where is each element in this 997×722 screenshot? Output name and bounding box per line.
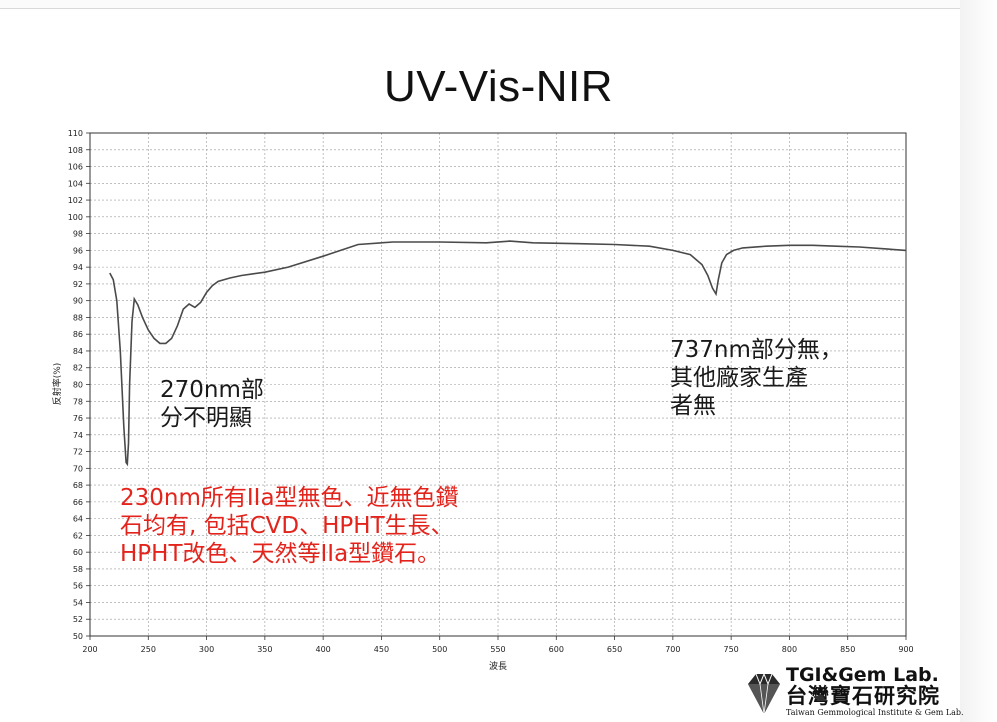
annotation-737nm: 737nm部分無， 其他廠家生產 者無: [670, 336, 843, 420]
x-tick-label: 850: [840, 645, 855, 654]
slide-right-edge: [960, 0, 997, 722]
slide-top-edge: [0, 0, 960, 9]
y-tick-label: 54: [73, 598, 83, 607]
y-tick-label: 74: [73, 431, 83, 440]
grid-lines: [90, 133, 906, 636]
x-tick-label: 550: [490, 645, 505, 654]
y-tick-label: 98: [73, 230, 83, 239]
logo-text: TGI&Gem Lab. 台灣寶石研究院 Taiwan Gemmological…: [786, 666, 964, 717]
y-tick-label: 80: [73, 381, 83, 390]
y-axis-ticks: 50 52 54 56 58 60 62 64 66 68 70 72 74 76 78 80 82 84 86 88…: [68, 129, 90, 641]
y-tick-label: 92: [73, 280, 83, 289]
x-tick-label: 400: [316, 645, 331, 654]
logo-line-1: TGI&Gem Lab.: [786, 664, 939, 686]
slide-title: UV-Vis-NIR: [383, 62, 614, 111]
annotation-270nm-line: 270nm部: [160, 377, 264, 403]
x-axis-ticks: 200 250 300 350 400 450 500 550 600 650 700 750 800 8…: [82, 636, 914, 654]
annotation-737nm-line: 737nm部分無，: [670, 337, 843, 363]
annotation-270nm: 270nm部 分不明顯: [160, 376, 264, 432]
y-tick-label: 100: [68, 213, 83, 222]
y-tick-label: 70: [73, 464, 83, 473]
y-tick-label: 86: [73, 330, 83, 339]
y-tick-label: 62: [73, 531, 83, 540]
y-tick-label: 84: [73, 347, 83, 356]
logo-line-2: 台灣寶石研究院: [786, 684, 940, 708]
y-tick-label: 76: [73, 414, 83, 423]
x-tick-label: 600: [549, 645, 564, 654]
y-tick-label: 106: [68, 163, 83, 172]
y-tick-label: 64: [73, 515, 83, 524]
y-tick-label: 88: [73, 313, 83, 322]
y-tick-label: 94: [73, 263, 83, 272]
y-tick-label: 108: [68, 146, 83, 155]
annotation-737nm-line: 者無: [670, 393, 716, 419]
x-tick-label: 900: [898, 645, 913, 654]
tgi-logo: TGI&Gem Lab. 台灣寶石研究院 Taiwan Gemmological…: [744, 666, 964, 722]
y-axis-label: 反射率(%): [51, 363, 63, 406]
y-tick-label: 50: [73, 632, 83, 641]
y-tick-label: 66: [73, 498, 83, 507]
x-tick-label: 450: [374, 645, 389, 654]
y-tick-label: 58: [73, 565, 83, 574]
y-tick-label: 78: [73, 397, 83, 406]
y-tick-label: 110: [68, 129, 83, 138]
y-tick-label: 90: [73, 297, 83, 306]
y-tick-label: 56: [73, 582, 83, 591]
y-tick-label: 102: [68, 196, 83, 205]
x-tick-label: 200: [82, 645, 97, 654]
x-tick-label: 300: [199, 645, 214, 654]
annotation-230nm-line: 230nm所有IIa型無色、近無色鑽: [120, 485, 459, 511]
x-axis-label: 波長: [489, 660, 507, 672]
y-tick-label: 52: [73, 615, 83, 624]
annotation-270nm-line: 分不明顯: [160, 405, 252, 431]
y-tick-label: 72: [73, 448, 83, 457]
logo-line-3: Taiwan Gemmological Institute & Gem Lab.: [786, 708, 964, 717]
x-tick-label: 350: [257, 645, 272, 654]
x-tick-label: 500: [432, 645, 447, 654]
y-tick-label: 68: [73, 481, 83, 490]
diamond-icon: [748, 672, 780, 715]
annotation-230nm-line: 石均有, 包括CVD、HPHT生長、: [120, 513, 454, 539]
x-tick-label: 250: [141, 645, 156, 654]
annotation-230nm: 230nm所有IIa型無色、近無色鑽 石均有, 包括CVD、HPHT生長、 HP…: [120, 484, 459, 568]
y-tick-label: 96: [73, 246, 83, 255]
series-line: [109, 240, 907, 467]
x-tick-label: 800: [782, 645, 797, 654]
x-tick-label: 700: [665, 645, 680, 654]
annotation-230nm-line: HPHT改色、天然等IIa型鑽石。: [120, 541, 441, 567]
y-tick-label: 60: [73, 548, 83, 557]
y-tick-label: 82: [73, 364, 83, 373]
x-tick-label: 750: [724, 645, 739, 654]
y-tick-label: 104: [68, 179, 83, 188]
annotation-737nm-line: 其他廠家生產: [670, 365, 808, 391]
x-tick-label: 650: [607, 645, 622, 654]
